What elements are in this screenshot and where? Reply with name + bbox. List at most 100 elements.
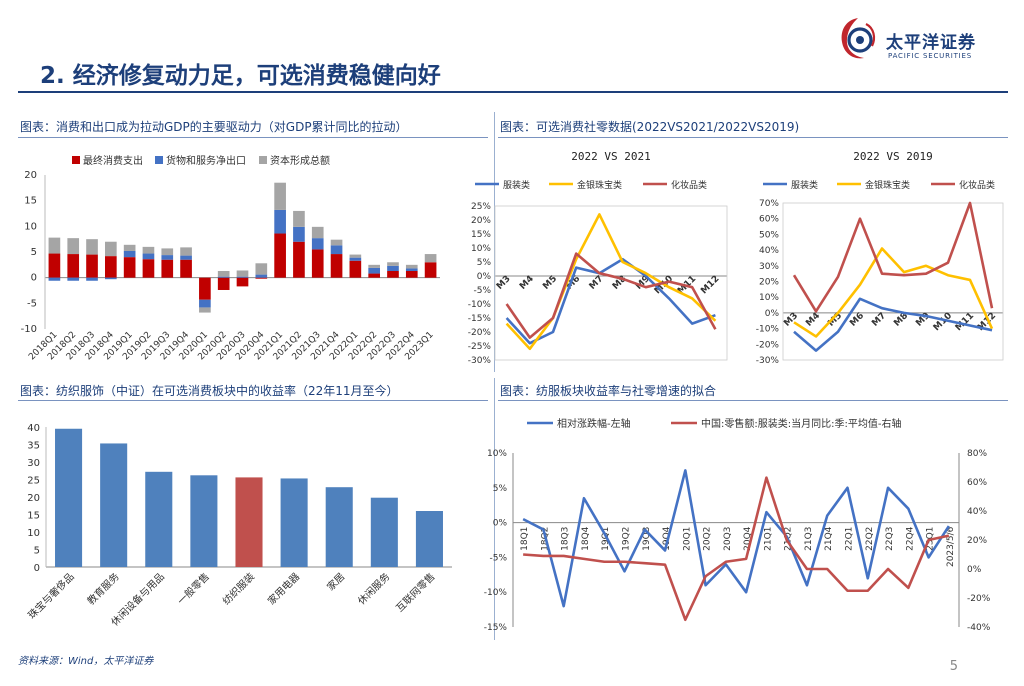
y-tick-label: 20%: [471, 216, 491, 226]
caption-retail: 图表：可选消费社零数据(2022VS2021/2022VS2019): [500, 120, 800, 134]
y-tick-label: 20: [27, 493, 40, 504]
y-tick-label: -15%: [468, 314, 492, 324]
x-tick-label: 20Q3: [723, 527, 733, 551]
bar-segment: [217, 270, 230, 277]
bar-segment: [67, 238, 80, 255]
bar-segment: [255, 274, 268, 278]
bar-segment: [349, 260, 362, 278]
legend-label: 中国:零售额:服装类:当月同比:季:平均值-右轴: [701, 417, 901, 430]
bar-segment: [311, 249, 324, 278]
bar-segment: [199, 299, 211, 308]
x-tick-label: 20Q4: [743, 526, 753, 551]
y-tick-label: -25%: [468, 342, 492, 352]
bar-segment: [217, 277, 230, 290]
y-tick-label: -10%: [468, 300, 492, 310]
pacific-logo-icon: [841, 18, 876, 59]
bar-segment: [424, 262, 437, 278]
bar: [145, 471, 173, 567]
bar-segment: [387, 265, 399, 271]
bar-segment: [330, 245, 343, 255]
y-tick-label-right: 40%: [967, 507, 987, 517]
x-tick-label: M3: [782, 311, 800, 329]
bar-segment: [180, 247, 192, 256]
y-tick-label: 50%: [759, 230, 779, 240]
y-tick-label-right: 60%: [967, 478, 987, 488]
y-tick-label: -5%: [473, 286, 491, 296]
bar-segment: [86, 277, 98, 281]
y-tick-label: 20%: [759, 278, 779, 288]
x-tick-label: M12: [699, 274, 721, 296]
y-tick-label: 5%: [477, 258, 492, 268]
legend-label: 最终消费支出: [83, 154, 143, 167]
divider-vertical: [494, 378, 495, 640]
y-tick-label: 0: [34, 563, 40, 574]
bar-segment: [105, 256, 117, 278]
y-tick-label-right: 20%: [967, 536, 987, 546]
y-tick-label: 5: [34, 546, 40, 557]
bar-segment: [67, 277, 80, 281]
x-tick-label: 纺织服装: [220, 570, 257, 607]
y-tick-label: 0%: [765, 309, 780, 319]
legend-swatch: [72, 156, 80, 164]
bar-segment: [405, 270, 418, 278]
bar-segment: [161, 255, 174, 260]
bar-segment: [330, 254, 343, 278]
x-tick-label: 18Q3: [561, 527, 571, 551]
bar-segment: [180, 259, 192, 278]
bar-segment: [86, 254, 98, 278]
y-tick-label: 60%: [759, 215, 779, 225]
retail-2022-vs-2021-chart: 2022 VS 2021 25% 20% 15% 10% 5% 0% -5% -10% -15% -…: [468, 150, 728, 366]
y-tick-label-left: 0%: [493, 519, 508, 529]
title-divider: [18, 91, 1008, 93]
bar-segment: [48, 237, 61, 254]
bar-segment: [142, 253, 155, 260]
y-tick-label-right: -40%: [967, 623, 991, 633]
x-tick-label: 18Q4: [581, 526, 591, 551]
x-tick-label: 22Q1: [845, 527, 855, 551]
series-line: [792, 201, 994, 313]
y-tick-label: 10%: [759, 293, 779, 303]
x-tick-label: 22Q2: [865, 527, 875, 551]
series-line: [793, 247, 994, 338]
divider: [498, 400, 1008, 401]
y-tick-label: 15: [24, 196, 37, 207]
y-tick-label: -20%: [756, 340, 780, 350]
y-tick-label: -10%: [756, 325, 780, 335]
bar-segment: [405, 268, 418, 271]
legend-swatch: [155, 156, 163, 164]
x-tick-label: 教育服务: [84, 570, 121, 607]
y-tick-label: 25: [27, 476, 40, 487]
x-tick-label: 21Q3: [804, 527, 814, 551]
x-tick-label: 休闲服务: [355, 570, 392, 607]
y-tick-label: 15: [27, 511, 40, 522]
legend-label: 化妆品类: [959, 179, 995, 191]
bar-segment: [161, 259, 174, 278]
bar-segment: [236, 276, 249, 278]
chart-title: 2022 VS 2021: [571, 150, 650, 163]
y-tick-label: 30: [27, 458, 40, 469]
y-tick-label: 35: [27, 441, 40, 452]
x-tick-label: 家居: [324, 570, 347, 593]
y-tick-label: 20: [24, 170, 37, 181]
y-tick-label-right: -20%: [967, 594, 991, 604]
bar-segment: [48, 277, 61, 281]
x-tick-label: M7: [870, 311, 888, 329]
legend-label: 相对涨跌幅-左轴: [557, 417, 631, 430]
bar-segment: [274, 182, 286, 210]
series-line: [505, 252, 717, 339]
source-note: 资料来源：Wind，太平洋证券: [18, 656, 154, 667]
bar-segment: [180, 255, 192, 260]
x-tick-label: 19Q3: [642, 527, 652, 551]
bar-segment: [142, 246, 155, 254]
legend-swatch: [259, 156, 267, 164]
legend-label: 货物和服务净出口: [166, 154, 246, 167]
plot-frame: [494, 205, 728, 361]
gdp-contribution-chart: -10-5051015202018Q12018Q22018Q32018Q4201…: [21, 154, 440, 362]
bar: [235, 477, 263, 567]
y-tick-label: 40%: [759, 246, 779, 256]
bar-segment: [274, 233, 286, 278]
bar-segment: [199, 277, 211, 300]
bar-segment: [217, 276, 230, 278]
x-tick-label: M4: [518, 274, 536, 292]
divider: [18, 400, 488, 401]
